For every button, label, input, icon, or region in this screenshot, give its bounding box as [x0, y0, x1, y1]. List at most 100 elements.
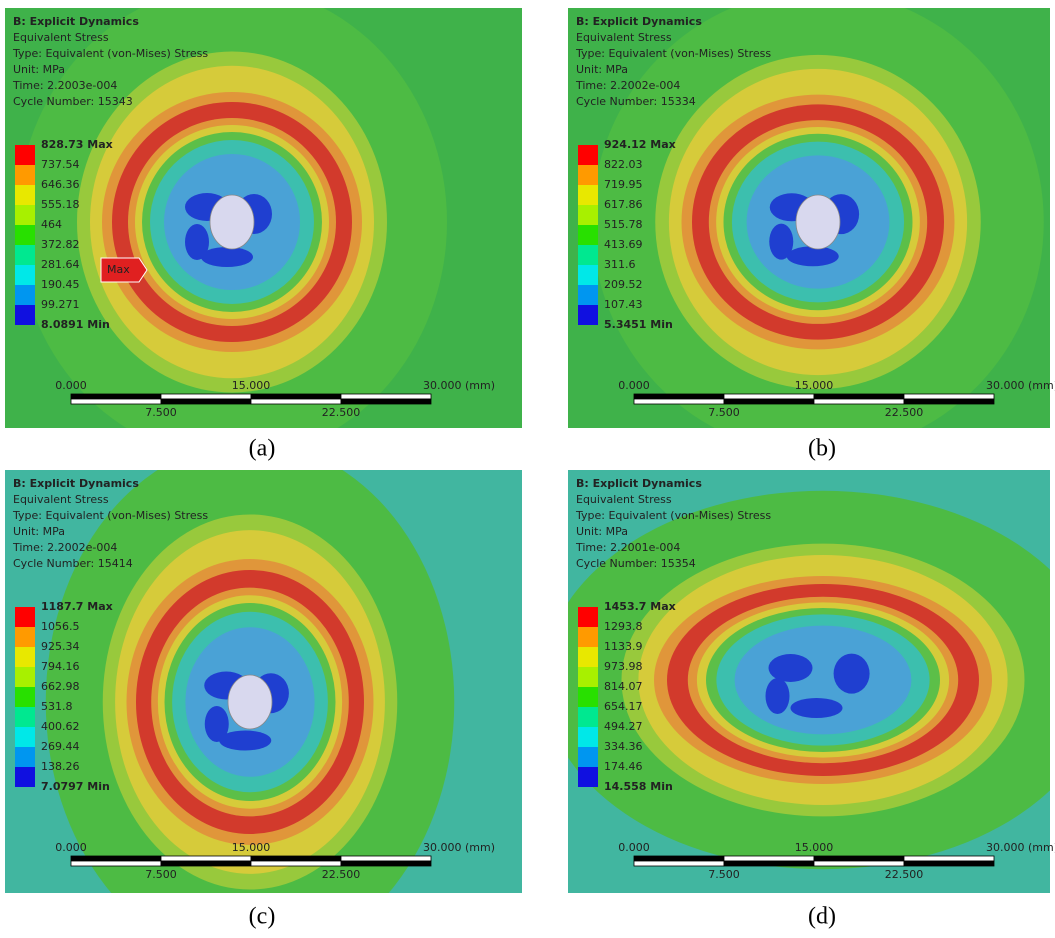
header-title: B: Explicit Dynamics	[576, 15, 702, 28]
legend-label: 5.3451 Min	[604, 318, 673, 331]
header-time: Time: 2.2001e-004	[575, 541, 680, 554]
hole	[209, 194, 255, 250]
header-unit: Unit: MPa	[13, 525, 65, 538]
legend-label: 555.18	[41, 198, 80, 211]
scale-label-bottom: 22.500	[885, 868, 924, 881]
scale-label-top: 0.000	[618, 841, 650, 854]
scale-seg	[160, 855, 252, 862]
legend-label: 269.44	[41, 740, 80, 753]
header-type: Type: Equivalent (von-Mises) Stress	[575, 47, 771, 60]
legend-swatch	[15, 145, 35, 165]
header-unit: Unit: MPa	[576, 525, 628, 538]
contour-plot	[5, 470, 522, 893]
legend-label: 7.0797 Min	[41, 780, 110, 793]
legend-swatch	[578, 305, 598, 325]
legend-label: 138.26	[41, 760, 80, 773]
legend-swatch	[578, 245, 598, 265]
legend-swatch	[578, 265, 598, 285]
scale-label-top: 0.000	[55, 841, 87, 854]
legend-label: 1453.7 Max	[604, 600, 676, 613]
legend-swatch	[15, 205, 35, 225]
legend-label: 174.46	[604, 760, 643, 773]
legend-label: 822.03	[604, 158, 643, 171]
blue-patch	[786, 246, 839, 267]
scale-seg	[723, 393, 815, 400]
contour-plot	[568, 470, 1050, 893]
scale-seg	[340, 855, 432, 862]
scale-label-bottom: 7.500	[708, 868, 740, 881]
legend-swatch	[578, 627, 598, 647]
legend-label: 8.0891 Min	[41, 318, 110, 331]
blue-patch	[765, 678, 790, 714]
legend-swatch	[15, 285, 35, 305]
legend-label: 925.34	[41, 640, 80, 653]
scale-label-top: 30.000 (mm)	[423, 841, 495, 854]
scale-label-top: 15.000	[795, 379, 834, 392]
legend-label: 814.07	[604, 680, 643, 693]
caption: (b)	[808, 436, 836, 462]
header-type: Type: Equivalent (von-Mises) Stress	[575, 509, 771, 522]
scale-seg	[633, 393, 725, 400]
header-result: Equivalent Stress	[13, 31, 109, 44]
scale-label-bottom: 7.500	[708, 406, 740, 419]
scale-seg	[70, 860, 162, 867]
probe-flag	[100, 257, 148, 283]
legend-label: 372.82	[41, 238, 80, 251]
caption: (c)	[249, 904, 276, 930]
legend-label: 1187.7 Max	[41, 600, 113, 613]
scale-seg	[813, 393, 905, 400]
legend-label: 99.271	[41, 298, 80, 311]
legend-swatch	[578, 687, 598, 707]
blue-patch	[201, 247, 253, 267]
caption: (a)	[249, 436, 276, 462]
legend-swatch	[578, 185, 598, 205]
legend-label: 334.36	[604, 740, 643, 753]
legend-swatch	[578, 205, 598, 225]
contour-plot	[568, 8, 1050, 428]
legend-label: 14.558 Min	[604, 780, 673, 793]
header-time: Time: 2.2002e-004	[12, 541, 117, 554]
scale-seg	[70, 398, 162, 405]
blue-patch	[204, 706, 229, 742]
legend-label: 1293.8	[604, 620, 643, 633]
legend-label: 924.12 Max	[604, 138, 676, 151]
legend-label: 617.86	[604, 198, 643, 211]
header-cycle: Cycle Number: 15334	[576, 95, 696, 108]
scale-label-top: 30.000 (mm)	[986, 379, 1055, 392]
blue-patch	[790, 698, 843, 718]
legend-swatch	[15, 707, 35, 727]
legend-swatch	[15, 627, 35, 647]
scale-label-top: 15.000	[232, 379, 271, 392]
scale-seg	[633, 398, 725, 405]
header-result: Equivalent Stress	[576, 31, 672, 44]
scale-seg	[160, 398, 252, 405]
legend-swatch	[578, 225, 598, 245]
legend-label: 209.52	[604, 278, 643, 291]
contour-band	[734, 625, 912, 735]
legend-swatch	[578, 145, 598, 165]
scale-seg	[160, 860, 252, 867]
header-unit: Unit: MPa	[13, 63, 65, 76]
scale-seg	[70, 393, 162, 400]
scale-seg	[340, 393, 432, 400]
probe-label: Max	[107, 263, 130, 276]
scale-seg	[633, 855, 725, 862]
legend-swatch	[15, 225, 35, 245]
header-unit: Unit: MPa	[576, 63, 628, 76]
scale-seg	[160, 393, 252, 400]
legend-label: 737.54	[41, 158, 80, 171]
legend-swatch	[578, 767, 598, 787]
legend-label: 494.27	[604, 720, 643, 733]
legend-swatch	[15, 727, 35, 747]
hole	[795, 194, 841, 250]
legend-swatch	[15, 747, 35, 767]
legend-swatch	[578, 647, 598, 667]
scale-label-bottom: 7.500	[145, 406, 177, 419]
legend-label: 515.78	[604, 218, 643, 231]
legend-label: 190.45	[41, 278, 80, 291]
legend-swatch	[15, 305, 35, 325]
legend-swatch	[15, 647, 35, 667]
scale-seg	[70, 855, 162, 862]
header-title: B: Explicit Dynamics	[13, 477, 139, 490]
blue-patch	[769, 223, 794, 260]
